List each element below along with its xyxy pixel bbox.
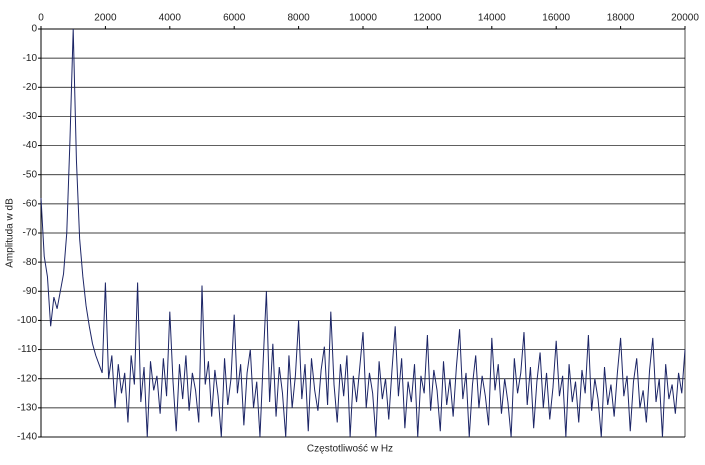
x-tick-label: 4000 <box>159 13 182 24</box>
x-tick-label: 0 <box>38 13 44 24</box>
y-tick-label: -120 <box>17 373 37 384</box>
x-tick-label: 8000 <box>287 13 310 24</box>
y-tick-label: -110 <box>18 344 38 355</box>
y-tick-label: -40 <box>23 140 38 151</box>
y-axis-title: Amplituda w dB <box>5 198 16 268</box>
y-tick-label: 0 <box>31 24 37 35</box>
y-tick-label: -130 <box>17 402 37 413</box>
x-tick-label: 14000 <box>478 13 506 24</box>
x-tick-label: 10000 <box>349 13 377 24</box>
x-tick-label: 20000 <box>671 13 699 24</box>
x-tick-label: 12000 <box>413 13 441 24</box>
y-tick-label: -50 <box>23 169 38 180</box>
spectrum-line <box>40 28 686 438</box>
y-tick-label: -20 <box>23 82 38 93</box>
y-tick-label: -30 <box>23 111 38 122</box>
x-tick-label: 6000 <box>223 13 246 24</box>
y-tick-label: -10 <box>23 53 38 64</box>
x-tick-label: 2000 <box>94 13 117 24</box>
x-tick-label: 16000 <box>542 13 570 24</box>
x-axis-title: Częstotliwość w Hz <box>307 444 393 455</box>
y-tick-label: -80 <box>23 257 38 268</box>
y-tick-label: -100 <box>17 315 37 326</box>
y-tick-label: -140 <box>17 432 37 443</box>
y-tick-label: -70 <box>23 228 38 239</box>
y-tick-label: -60 <box>23 198 38 209</box>
x-tick-label: 18000 <box>607 13 635 24</box>
y-tick-label: -90 <box>23 286 38 297</box>
